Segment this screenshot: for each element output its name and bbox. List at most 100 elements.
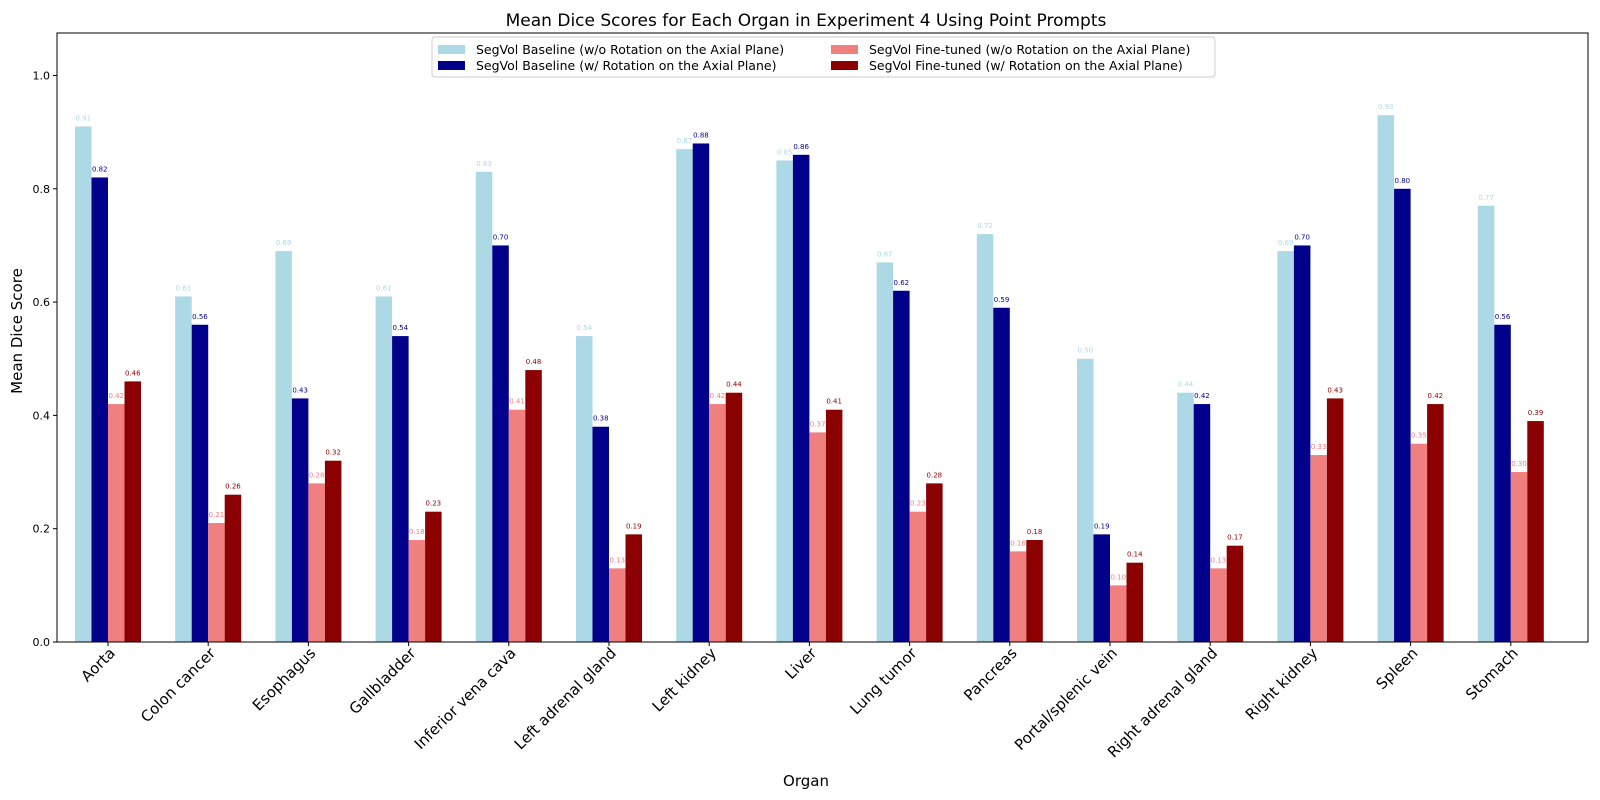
bar [809,432,826,642]
bar-value-label: 0.19 [626,522,642,530]
bar-value-label: 0.88 [693,131,709,139]
x-tick-label: Inferior vena cava [411,644,520,753]
bar-value-label: 0.10 [1110,573,1126,581]
bar-value-label: 0.50 [1077,347,1093,355]
x-tick-label: Left adrenal gland [511,644,620,753]
bar-value-label: 0.19 [1094,522,1110,530]
bar [976,234,994,642]
bar [1210,568,1227,642]
y-tick-label: 1.0 [33,69,51,82]
bar [725,392,743,642]
bar [1277,251,1294,642]
bar-value-label: 0.44 [1178,381,1194,389]
bar-value-label: 0.62 [894,279,910,287]
bar-value-label: 0.69 [276,239,292,247]
legend-label: SegVol Baseline (w/o Rotation on the Axi… [476,42,784,57]
bar [1427,404,1444,642]
bar-value-label: 0.85 [777,148,793,156]
bar [408,540,426,642]
bar-value-label: 0.16 [1010,539,1026,547]
bar [576,336,593,642]
bar [108,404,125,642]
bar [1193,404,1211,642]
bar-value-label: 0.82 [92,165,108,173]
bar-value-label: 0.14 [1127,551,1143,559]
bar [1093,534,1110,642]
legend-swatch [438,45,465,54]
bar [909,511,927,642]
y-axis: 0.0 0.2 0.4 0.6 0.8 1.0 [33,69,57,649]
bar-value-label: 0.30 [1511,460,1527,468]
bar [525,370,542,642]
bar [508,409,526,642]
bar-value-label: 0.69 [1278,239,1294,247]
bar [175,296,192,642]
y-axis-label: Mean Dice Score [8,268,26,394]
bar-value-label: 0.70 [1294,233,1310,241]
bar-value-label: 0.54 [576,324,592,332]
bar [792,154,810,643]
bar [692,143,710,642]
bar [609,568,626,642]
bar-value-label: 0.93 [1378,103,1394,111]
bar-value-label: 0.38 [593,415,609,423]
bar [375,296,393,642]
bar-value-label: 0.39 [1528,409,1544,417]
bar [224,494,242,642]
bar-value-label: 0.33 [1311,443,1327,451]
bar [1126,562,1143,642]
y-tick-label: 0.2 [33,523,51,536]
bar-value-label: 0.23 [426,500,442,508]
bar [776,160,793,642]
bars-group: 0.91 0.82 0.42 0.46 0.61 0.56 0.21 0.26 0.69 0.43… [75,103,1544,643]
bar-value-label: 0.67 [877,250,893,258]
bar-value-label: 0.32 [325,449,341,457]
bar [1326,398,1344,642]
y-tick-label: 0.6 [33,296,51,309]
bar [425,511,442,642]
bar-value-label: 0.13 [1211,556,1227,564]
bar [1293,245,1311,642]
bar-value-label: 0.72 [977,222,993,230]
x-tick-label: Right adrenal gland [1104,644,1221,761]
bar [709,404,726,642]
x-tick-label: Right kidney [1242,644,1321,723]
bar-value-label: 0.43 [292,386,308,394]
bar-value-label: 0.28 [927,471,943,479]
bar-value-label: 0.42 [1194,392,1210,400]
bar [291,398,309,642]
bar [893,290,910,642]
bar-value-label: 0.59 [994,296,1010,304]
bar [124,381,141,642]
bar-value-label: 0.54 [393,324,409,332]
bar [676,149,693,642]
y-tick-label: 0.4 [33,409,51,422]
bar [592,426,609,642]
bar-value-label: 0.42 [1428,392,1444,400]
bar [75,126,92,642]
bar [1310,455,1327,642]
x-axis: Aorta Colon cancer Esophagus GallbladderInf… [78,642,1522,761]
bar [1110,585,1127,642]
y-tick-label: 0.0 [33,636,51,649]
bar [1477,205,1495,642]
x-tick-label: Colon cancer [137,644,220,727]
bar-value-label: 0.35 [1411,432,1427,440]
bar [1410,443,1428,642]
bar-value-label: 0.83 [476,160,492,168]
x-tick-label: Lung tumor [846,644,921,719]
bar-value-label: 0.48 [526,358,542,366]
bar-value-label: 0.41 [826,398,842,406]
bar-value-label: 0.77 [1478,194,1494,202]
bar-value-label: 0.42 [710,392,726,400]
x-tick-label: Left kidney [649,644,720,715]
bar-value-label: 0.86 [793,143,809,151]
bar [1026,540,1043,642]
plot-frame [56,32,1589,643]
bar-value-label: 0.70 [493,233,509,241]
x-tick-label: Spleen [1373,644,1422,693]
bar [1394,188,1411,642]
legend-swatch [438,61,465,70]
bar-value-label: 0.43 [1327,386,1343,394]
bar-value-label: 0.28 [309,471,325,479]
